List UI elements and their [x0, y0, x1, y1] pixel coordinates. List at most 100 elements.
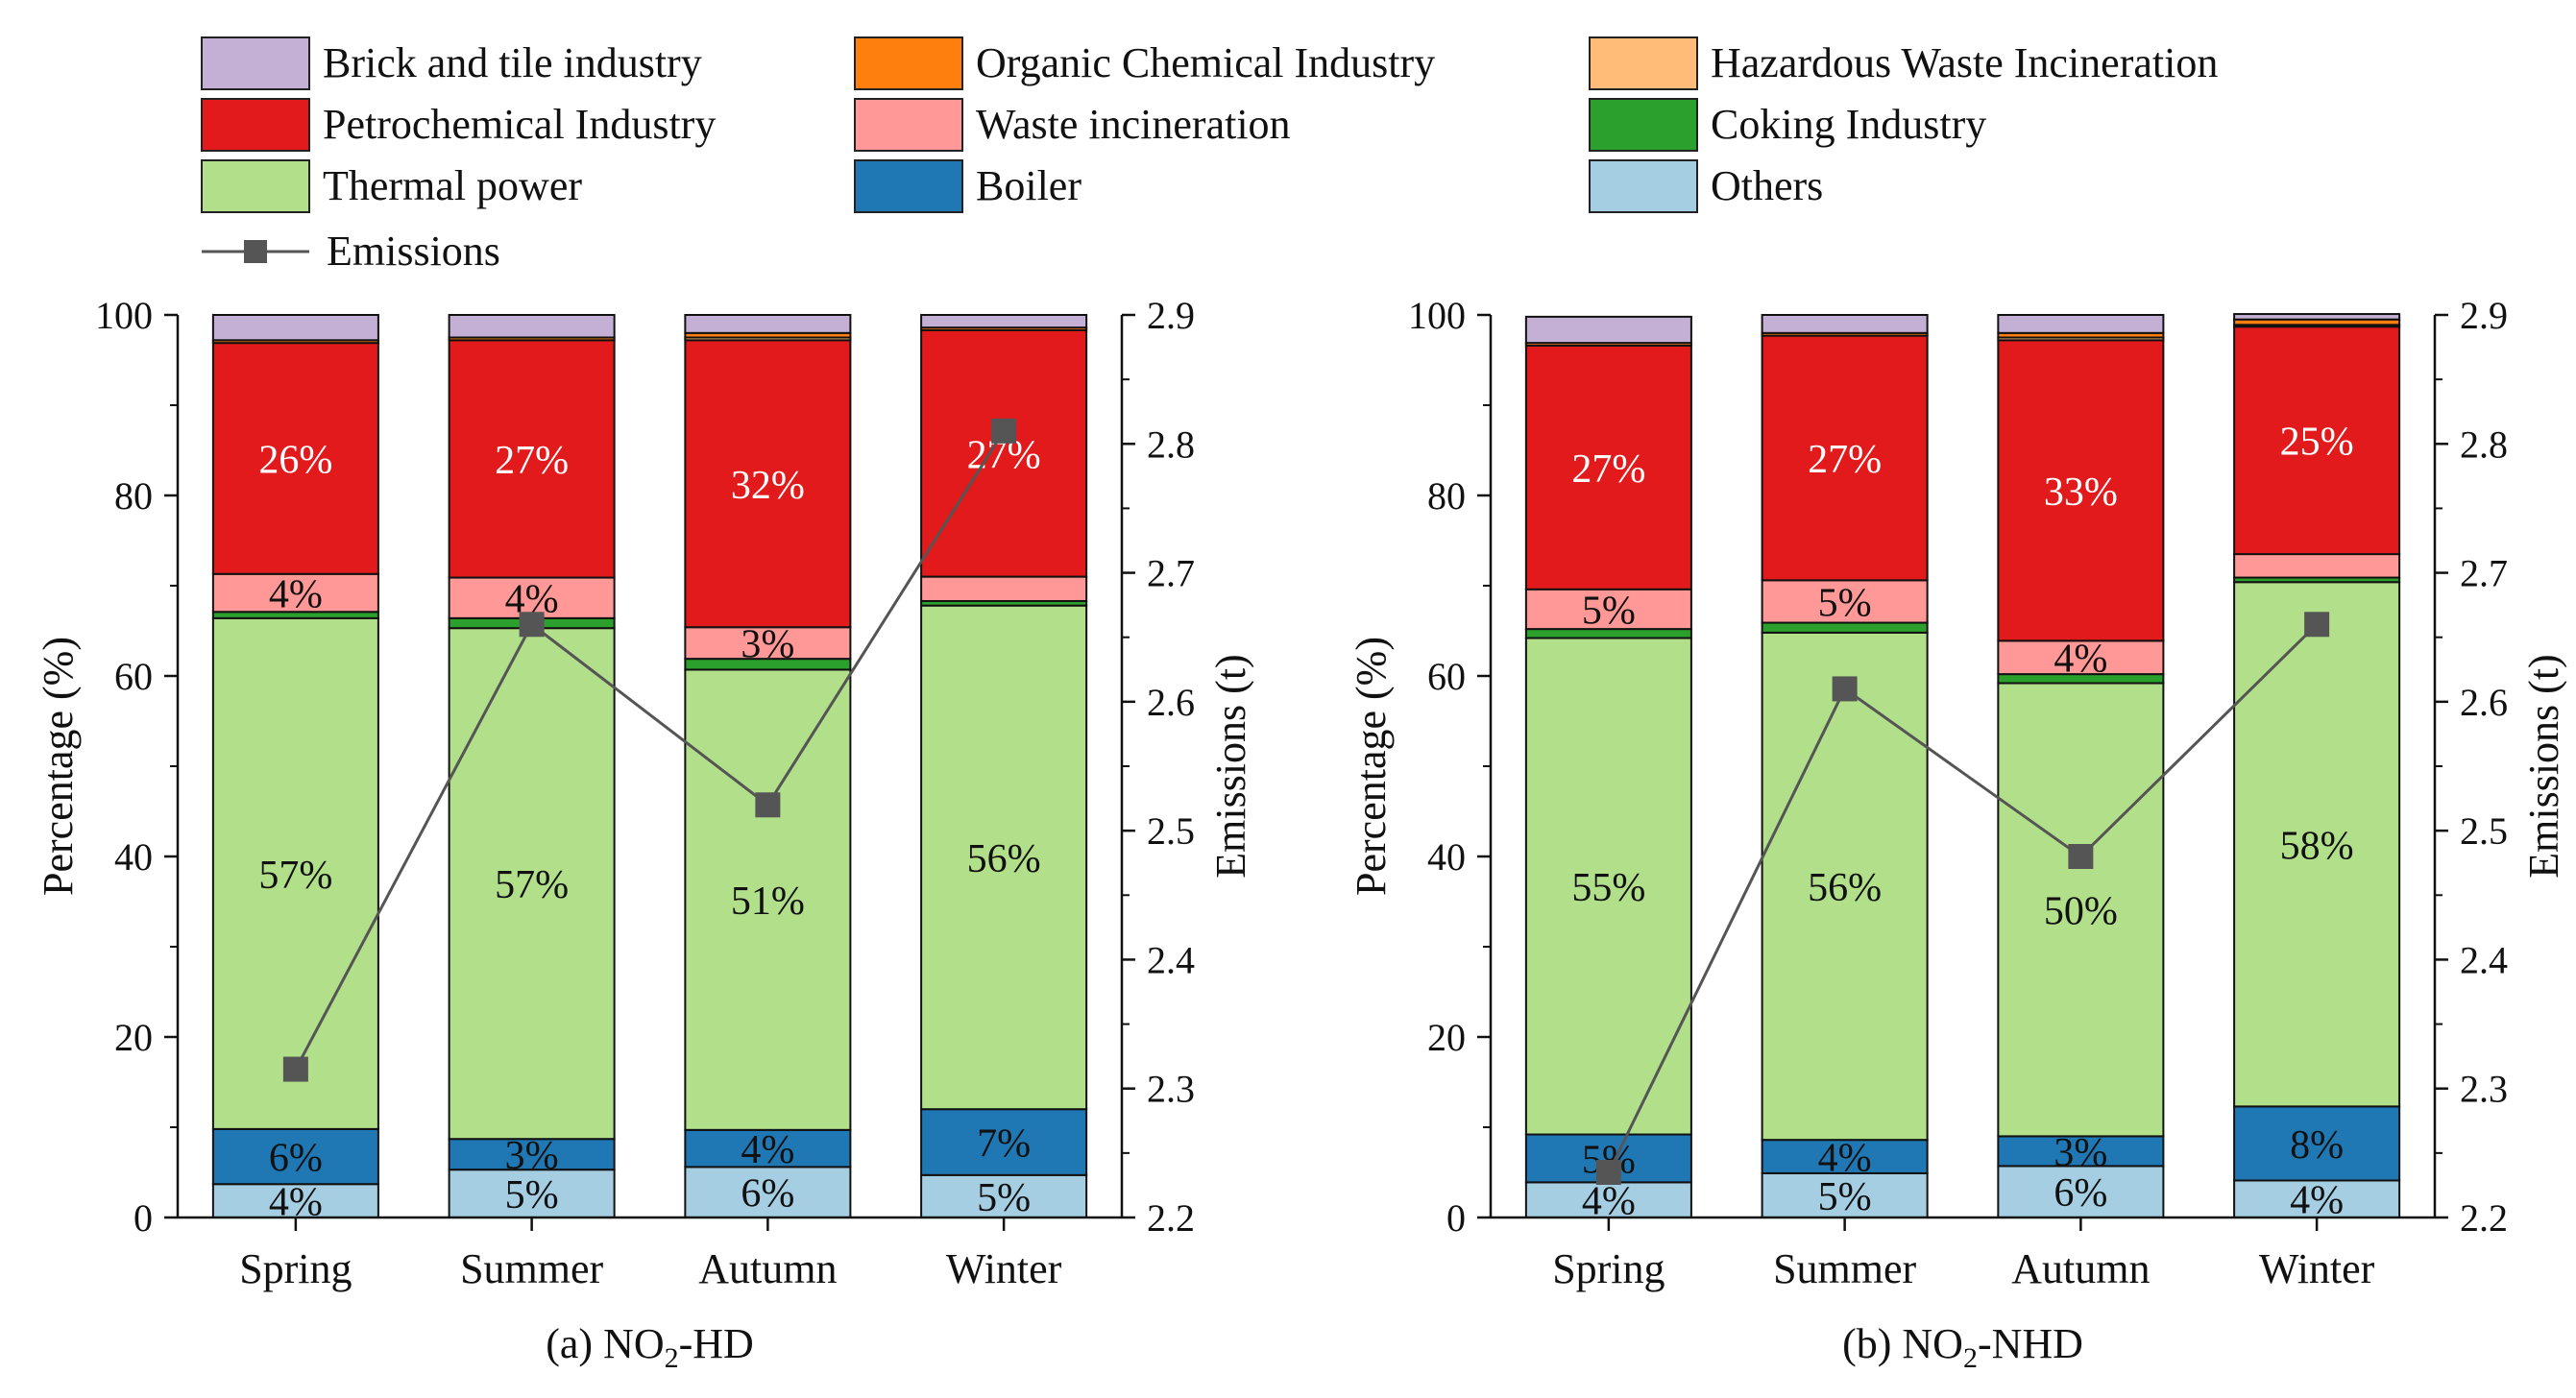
y2-tick-label-2-3: 2.3	[1147, 1068, 1195, 1111]
y2-axis-title: Emissions (t)	[1207, 654, 1254, 878]
data-label-petrochemical-industry-spring: 26%	[258, 438, 332, 482]
bar-waste-incineration-winter	[920, 575, 1088, 602]
y-tick-label-100: 100	[1408, 294, 1466, 337]
bar-petrochemical-industry-winter	[920, 328, 1088, 578]
legend-swatch-hazardous-waste-incineration	[1589, 36, 1698, 90]
x-tick-label-autumn: Autumn	[2011, 1245, 2150, 1292]
x-tick-label-summer: Summer	[1773, 1245, 1916, 1292]
y-tick-label-100: 100	[95, 294, 153, 337]
data-label-thermal-power-winter: 58%	[2280, 824, 2354, 868]
y2-tick-label-2-5: 2.5	[1147, 809, 1195, 853]
bar-thermal-power-summer	[1761, 631, 1929, 1142]
bar-boiler-spring	[211, 1127, 379, 1186]
emissions-point-autumn	[2068, 844, 2094, 869]
y2-tick-label-2-5: 2.5	[2460, 809, 2508, 853]
y-tick-label-60: 60	[114, 655, 153, 698]
y-axis-title: Percentage (%)	[35, 637, 82, 896]
emissions-line	[1607, 623, 2319, 1173]
bar-thermal-power-summer	[448, 627, 616, 1141]
bar-boiler-summer	[1761, 1139, 1929, 1174]
legend-label-brick-and-tile-industry: Brick and tile industry	[323, 39, 702, 86]
bar-thermal-power-spring	[211, 616, 379, 1130]
bar-petrochemical-industry-spring	[211, 342, 379, 575]
data-label-others-summer: 5%	[1818, 1175, 1872, 1219]
bar-waste-incineration-spring	[1524, 588, 1692, 631]
legend-label-coking-industry: Coking Industry	[1711, 101, 1986, 148]
x-tick-label-winter: Winter	[946, 1245, 1062, 1292]
bar-brick-and-tile-industry-spring	[1524, 315, 1692, 345]
bar-boiler-summer	[448, 1138, 616, 1171]
x-tick-label-winter: Winter	[2259, 1245, 2375, 1292]
data-label-petrochemical-industry-winter: 25%	[2280, 421, 2354, 465]
emissions-point-spring	[1595, 1160, 1621, 1185]
emissions-point-summer	[519, 612, 545, 638]
emissions-point-summer	[1832, 676, 1858, 702]
data-label-boiler-autumn: 3%	[2054, 1131, 2107, 1175]
bar-others-autumn	[684, 1166, 852, 1218]
caption-main: (a) NO	[546, 1320, 664, 1367]
x-tick-label-spring: Spring	[1552, 1245, 1665, 1292]
caption-subscript: 2	[665, 1342, 679, 1374]
bar-petrochemical-industry-summer	[1761, 334, 1929, 582]
bar-petrochemical-industry-winter	[2233, 325, 2401, 556]
y2-axis-title: Emissions (t)	[2520, 654, 2567, 878]
y2-tick-label-2-6: 2.6	[1147, 681, 1195, 724]
legend-swatch-coking-industry	[1589, 98, 1698, 152]
legend-swatch-thermal-power	[201, 159, 310, 213]
legend: Brick and tile industry Organic Chemical …	[201, 36, 2218, 275]
data-label-waste-incineration-autumn: 3%	[741, 623, 794, 667]
bar-thermal-power-autumn	[1997, 682, 2165, 1138]
panel-caption: (a) NO2-HD	[546, 1320, 754, 1374]
data-label-others-autumn: 6%	[2054, 1171, 2107, 1216]
y-tick-label-40: 40	[1427, 835, 1466, 879]
bar-petrochemical-industry-autumn	[684, 339, 852, 629]
y2-tick-label-2-2: 2.2	[2460, 1196, 2508, 1240]
legend-label-organic-chemical-industry: Organic Chemical Industry	[976, 39, 1435, 86]
data-label-thermal-power-summer: 56%	[1808, 866, 1882, 910]
data-label-waste-incineration-summer: 5%	[1818, 581, 1872, 625]
bar-waste-incineration-autumn	[684, 626, 852, 661]
bar-thermal-power-winter	[920, 604, 1088, 1111]
legend-swatch-waste-incineration	[854, 98, 963, 152]
panel-no2-nhd: 4%5%55%5%27%5%4%56%5%27%6%3%50%4%33%4%8%…	[1348, 294, 2567, 1374]
data-label-petrochemical-industry-summer: 27%	[495, 439, 569, 483]
y2-tick-label-2-4: 2.4	[2460, 938, 2508, 981]
bar-brick-and-tile-industry-autumn	[1997, 314, 2165, 334]
bar-brick-and-tile-industry-summer	[448, 314, 616, 339]
y2-tick-label-2-2: 2.2	[1147, 1196, 1195, 1240]
data-label-petrochemical-industry-autumn: 33%	[2044, 470, 2118, 515]
bar-waste-incineration-spring	[211, 572, 379, 614]
legend-label-hazardous-waste-incineration: Hazardous Waste Incineration	[1711, 39, 2218, 86]
legend-label-thermal-power: Thermal power	[323, 162, 582, 209]
data-label-thermal-power-autumn: 51%	[731, 880, 805, 924]
data-label-thermal-power-winter: 56%	[967, 837, 1041, 881]
bar-boiler-autumn	[684, 1128, 852, 1169]
data-label-boiler-summer: 3%	[505, 1134, 559, 1178]
bar-petrochemical-industry-autumn	[1997, 339, 2165, 642]
data-label-others-summer: 5%	[505, 1173, 559, 1217]
bar-brick-and-tile-industry-autumn	[684, 314, 852, 334]
y-tick-label-20: 20	[114, 1016, 153, 1059]
x-tick-label-summer: Summer	[460, 1245, 603, 1292]
emissions-point-winter	[2304, 612, 2330, 638]
data-label-waste-incineration-spring: 5%	[1582, 589, 1636, 633]
legend-label-petrochemical-industry: Petrochemical Industry	[323, 101, 716, 148]
bar-brick-and-tile-industry-spring	[211, 314, 379, 342]
y2-tick-label-2-9: 2.9	[1147, 294, 1195, 337]
x-tick-label-autumn: Autumn	[698, 1245, 837, 1292]
y2-tick-label-2-8: 2.8	[2460, 422, 2508, 466]
data-label-others-winter: 5%	[977, 1176, 1031, 1220]
y2-tick-label-2-9: 2.9	[2460, 294, 2508, 337]
bar-brick-and-tile-industry-winter	[920, 314, 1088, 329]
data-label-waste-incineration-spring: 4%	[269, 573, 323, 617]
data-label-petrochemical-industry-autumn: 32%	[731, 464, 805, 508]
emissions-point-winter	[991, 418, 1017, 444]
legend-label-boiler: Boiler	[976, 162, 1081, 209]
legend-label-waste-incineration: Waste incineration	[976, 101, 1291, 148]
legend-swatch-brick-and-tile-industry	[201, 36, 310, 90]
y-tick-label-60: 60	[1427, 655, 1466, 698]
data-label-boiler-spring: 6%	[269, 1137, 323, 1181]
y-tick-label-0: 0	[134, 1196, 153, 1240]
